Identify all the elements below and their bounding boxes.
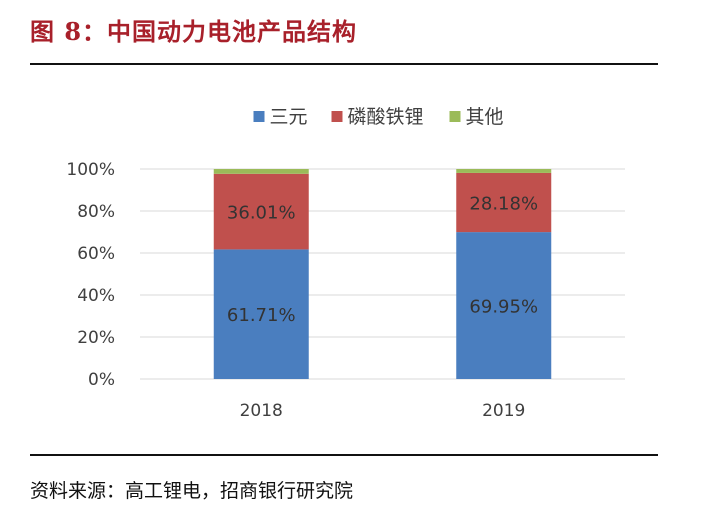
bar-segment-2019-0 [456,232,552,379]
bar-segment-2019-1 [456,172,552,233]
figure-title: 图 8：中国动力电池产品结构 [30,17,358,46]
top-rule [30,63,658,65]
x-tick-label: 2018 [240,401,283,421]
y-tick-label: 40% [77,286,115,306]
y-tick-label: 20% [77,328,115,348]
data-label: 69.95% [469,297,538,318]
bottom-rule [30,454,658,456]
y-tick-label: 80% [77,202,115,222]
data-label: 36.01% [227,203,296,224]
legend-swatch [331,111,343,122]
y-tick-label: 60% [77,244,115,264]
legend-swatch [449,111,461,122]
bar-segment-2018-1 [213,173,309,250]
bar-segment-2019-2 [456,169,552,173]
legend-swatch [253,111,265,122]
x-tick-label: 2019 [482,401,525,421]
y-tick-label: 100% [66,160,115,180]
legend-label: 三元 [270,106,308,128]
legend-label: 磷酸铁锂 [348,106,424,128]
data-label: 61.71% [227,305,296,326]
bar-segment-2018-0 [213,249,309,379]
bar-segment-2018-2 [213,169,309,174]
legend-label: 其他 [466,106,504,128]
source-note: 资料来源：高工锂电，招商银行研究院 [30,480,354,502]
y-tick-label: 0% [88,370,115,390]
data-label: 28.18% [469,194,538,215]
stacked-bar-chart: 0% 20% 40% 60% 80% 100% 61.71% 36.01% 2018 69.95%… [66,106,625,421]
